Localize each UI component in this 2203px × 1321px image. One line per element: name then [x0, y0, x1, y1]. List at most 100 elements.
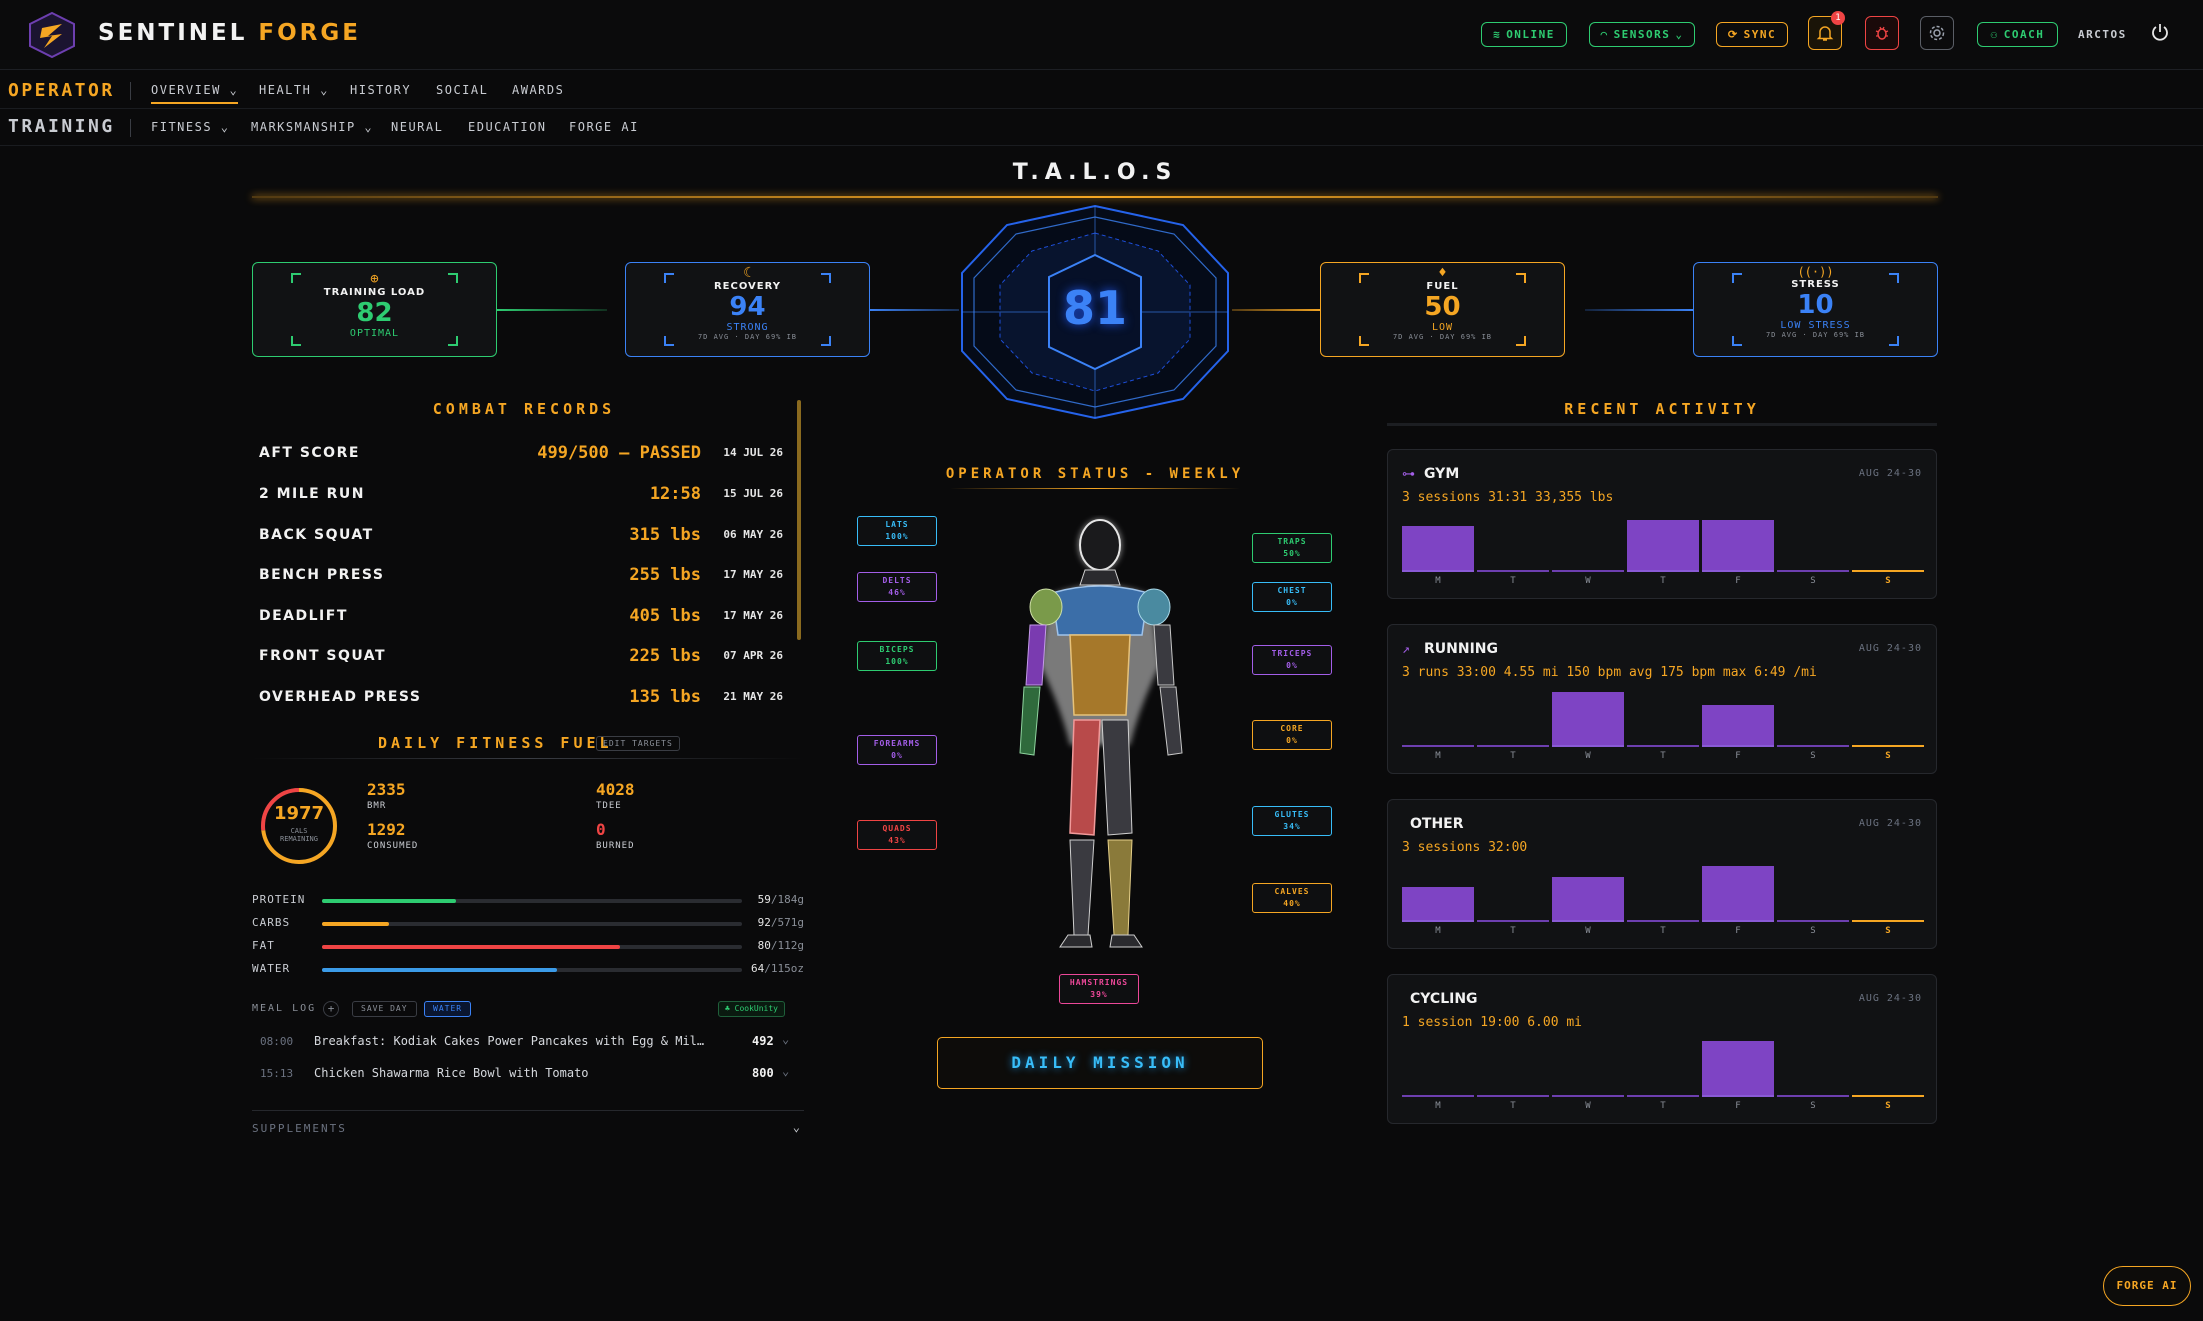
- sync-button[interactable]: ⟳ SYNC: [1716, 22, 1788, 47]
- meal-name: Breakfast: Kodiak Cakes Power Pancakes w…: [314, 1034, 705, 1048]
- activity-bar: [1477, 570, 1549, 572]
- nav-tab-forge-ai[interactable]: FORGE AI: [569, 120, 639, 134]
- title-underline: [950, 488, 1240, 489]
- body-map-figure[interactable]: [990, 515, 1210, 955]
- stress-value: 10: [1797, 290, 1834, 320]
- nav-tab-awards[interactable]: AWARDS: [512, 83, 565, 97]
- user-name[interactable]: ARCTOS: [2078, 28, 2127, 41]
- tdee-value: 4028: [596, 780, 635, 799]
- muscle-tag-biceps[interactable]: BICEPS 100%: [857, 641, 937, 671]
- corner-bracket: [821, 273, 831, 283]
- chevron-down-icon[interactable]: ⌄: [782, 1032, 790, 1046]
- consumed-value: 1292: [367, 820, 406, 839]
- corner-bracket: [291, 273, 301, 283]
- activity-bar: [1702, 520, 1774, 572]
- stress-card[interactable]: ((·)) STRESS 10 LOW STRESS 7D AVG · DAY …: [1693, 262, 1938, 357]
- muscle-tag-quads[interactable]: QUADS 43%: [857, 820, 937, 850]
- record-date: 14 JUL 26: [723, 446, 783, 459]
- record-name: 2 MILE RUN: [259, 486, 365, 502]
- training-load-card[interactable]: ⊕ TRAINING LOAD 82 OPTIMAL: [252, 262, 497, 357]
- activity-card-running[interactable]: ↗ RUNNING AUG 24-30 3 runs 33:00 4.55 mi 15…: [1387, 624, 1937, 774]
- activity-card-cycling[interactable]: CYCLING AUG 24-30 1 session 19:00 6.00 mi M…: [1387, 974, 1937, 1124]
- operator-status-title: OPERATOR STATUS - WEEKLY: [945, 466, 1245, 482]
- nav-tab-marksmanship[interactable]: MARKSMANSHIP ⌄: [251, 120, 374, 134]
- combat-record-row[interactable]: BENCH PRESS 255 lbs 17 MAY 26: [259, 563, 783, 591]
- corner-bracket: [1516, 273, 1526, 283]
- stress-label: STRESS: [1791, 279, 1840, 290]
- sentinel-logo-icon[interactable]: [22, 10, 82, 60]
- record-date: 17 MAY 26: [723, 609, 783, 622]
- activity-bar: [1477, 745, 1549, 747]
- chevron-down-icon[interactable]: ⌄: [782, 1064, 790, 1078]
- corner-bracket: [1516, 336, 1526, 346]
- scrollbar[interactable]: [797, 400, 801, 640]
- muscle-tag-delts[interactable]: DELTS 46%: [857, 572, 937, 602]
- combat-record-row[interactable]: 2 MILE RUN 12:58 15 JUL 26: [259, 482, 783, 510]
- bug-report-button[interactable]: [1865, 16, 1899, 50]
- muscle-tag-core[interactable]: CORE 0%: [1252, 720, 1332, 750]
- macro-progress-track: [322, 945, 742, 949]
- muscle-tag-forearms[interactable]: FOREARMS 0%: [857, 735, 937, 765]
- online-status-button[interactable]: ≋ ONLINE: [1481, 22, 1567, 47]
- operator-nav: OPERATOR OVERVIEW ⌄ HEALTH ⌄ HISTORY SOC…: [0, 73, 2203, 109]
- nav-tab-overview[interactable]: OVERVIEW ⌄: [151, 83, 239, 104]
- day-label: T: [1660, 926, 1666, 936]
- combat-record-row[interactable]: OVERHEAD PRESS 135 lbs 21 MAY 26: [259, 685, 783, 713]
- edit-targets-button[interactable]: EDIT TARGETS: [596, 736, 680, 751]
- activity-bar: [1552, 692, 1624, 747]
- muscle-tag-triceps[interactable]: TRICEPS 0%: [1252, 645, 1332, 675]
- wifi-icon: ≋: [1493, 28, 1502, 41]
- forge-ai-chat-button[interactable]: FORGE AI: [2103, 1266, 2191, 1306]
- muscle-tag-glutes[interactable]: GLUTES 34%: [1252, 806, 1332, 836]
- nav-tab-history[interactable]: HISTORY: [350, 83, 412, 97]
- combat-record-row[interactable]: AFT SCORE 499/500 — PASSED 14 JUL 26: [259, 441, 783, 469]
- nav-tab-health[interactable]: HEALTH ⌄: [259, 83, 329, 97]
- activity-stats: 3 sessions 32:00: [1402, 840, 1528, 855]
- activity-card-other[interactable]: OTHER AUG 24-30 3 sessions 32:00 M T W T F S S: [1387, 799, 1937, 949]
- combat-record-row[interactable]: FRONT SQUAT 225 lbs 07 APR 26: [259, 644, 783, 672]
- nav-tab-social[interactable]: SOCIAL: [436, 83, 489, 97]
- settings-button[interactable]: [1920, 16, 1954, 50]
- combat-record-row[interactable]: BACK SQUAT 315 lbs 06 MAY 26: [259, 523, 783, 551]
- muscle-tag-traps[interactable]: TRAPS 50%: [1252, 533, 1332, 563]
- meal-row[interactable]: 15:13 Chicken Shawarma Rice Bowl with To…: [252, 1064, 804, 1086]
- day-label: W: [1585, 576, 1591, 586]
- activity-bar: [1552, 877, 1624, 922]
- meal-row[interactable]: 08:00 Breakfast: Kodiak Cakes Power Panc…: [252, 1032, 804, 1054]
- core-score-value: 81: [1062, 281, 1127, 335]
- fuel-card[interactable]: ♦ FUEL 50 LOW 7D AVG · DAY 69% IB: [1320, 262, 1565, 357]
- corner-bracket: [1732, 273, 1742, 283]
- save-day-button[interactable]: SAVE DAY: [352, 1001, 417, 1017]
- activity-name: OTHER: [1410, 816, 1464, 832]
- activity-name: RUNNING: [1424, 641, 1498, 657]
- connector-line: [869, 309, 959, 311]
- cookunity-button[interactable]: ♣ CookUnity: [718, 1001, 785, 1017]
- day-label: M: [1435, 576, 1441, 586]
- coach-button[interactable]: ⚇ COACH: [1977, 22, 2058, 47]
- nav-tab-fitness[interactable]: FITNESS ⌄: [151, 120, 230, 134]
- nav-tab-neural[interactable]: NEURAL: [391, 120, 444, 134]
- add-meal-button[interactable]: +: [323, 1001, 339, 1017]
- sensors-dropdown[interactable]: ◠ SENSORS ⌄: [1589, 22, 1695, 47]
- notifications-button[interactable]: 1: [1808, 11, 1845, 50]
- muscle-tag-calves[interactable]: CALVES 40%: [1252, 883, 1332, 913]
- core-score-hud[interactable]: 81: [958, 203, 1232, 421]
- daily-mission-button[interactable]: DAILY MISSION: [937, 1037, 1263, 1089]
- online-label: ONLINE: [1506, 28, 1555, 41]
- nav-tab-education[interactable]: EDUCATION: [468, 120, 547, 134]
- muscle-tag-lats[interactable]: LATS 100%: [857, 516, 937, 546]
- muscle-tag-chest[interactable]: CHEST 0%: [1252, 582, 1332, 612]
- macro-label: WATER: [252, 962, 291, 975]
- page-title: T.A.L.O.S: [1012, 160, 1178, 185]
- combat-record-row[interactable]: DEADLIFT 405 lbs 17 MAY 26: [259, 604, 783, 632]
- calories-remaining-label: CALS REMAINING: [280, 827, 318, 843]
- activity-card-gym[interactable]: ⊶ GYM AUG 24-30 3 sessions 31:31 33,355 lbs…: [1387, 449, 1937, 599]
- water-button[interactable]: WATER: [424, 1001, 472, 1017]
- power-icon[interactable]: [2150, 22, 2170, 42]
- recovery-card[interactable]: ☾ RECOVERY 94 STRONG 7D AVG · DAY 69% IB: [625, 262, 870, 357]
- fitness-fuel-title: DAILY FITNESS FUEL: [378, 734, 613, 752]
- supplements-toggle[interactable]: SUPPLEMENTS ⌄: [252, 1120, 804, 1140]
- muscle-tag-hamstrings[interactable]: HAMSTRINGS 39%: [1059, 974, 1139, 1004]
- macro-label: CARBS: [252, 916, 291, 929]
- record-value: 225 lbs: [629, 646, 701, 666]
